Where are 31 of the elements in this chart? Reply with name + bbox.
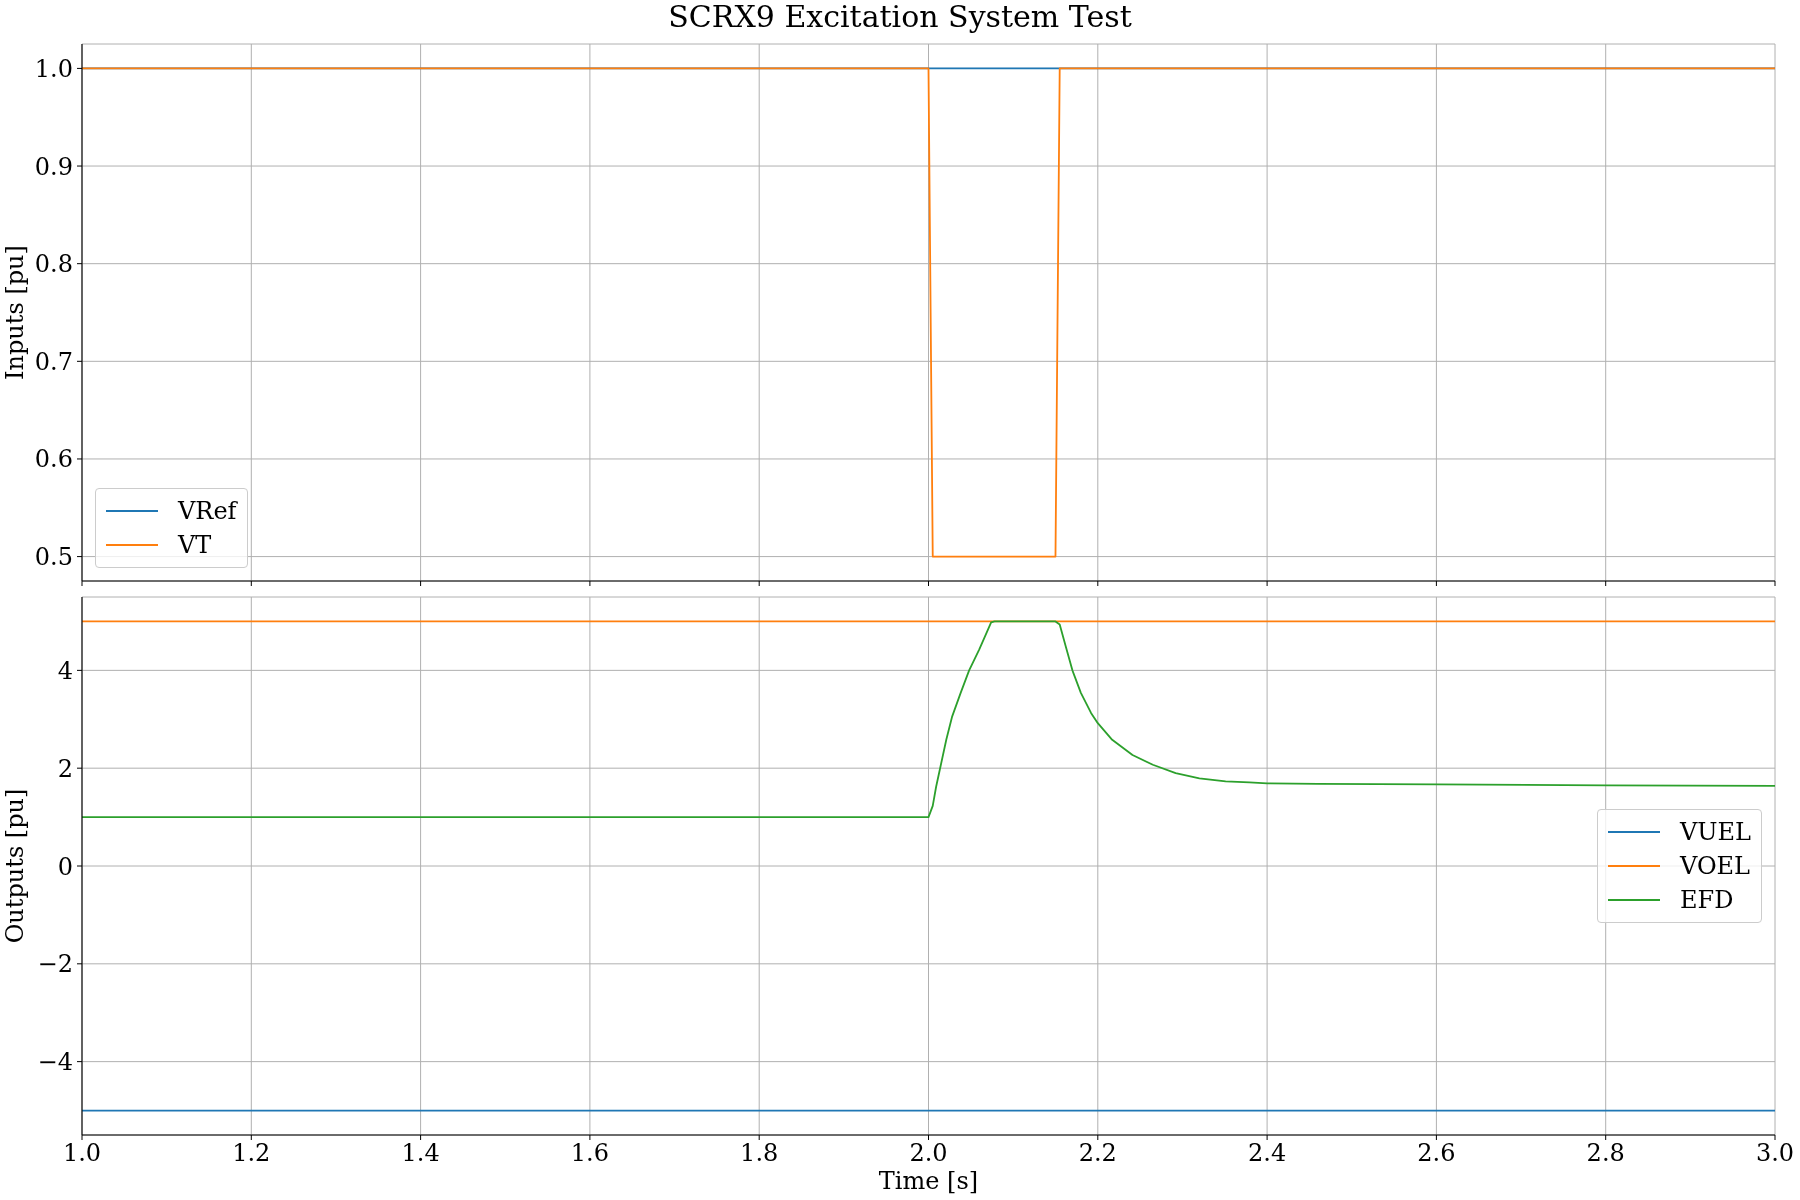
x-tick-label: 2.8 — [1586, 1139, 1625, 1168]
y-tick-label: 1.0 — [34, 54, 73, 83]
y-tick-label: 0.9 — [34, 152, 73, 181]
y-tick-label: 4 — [57, 656, 73, 685]
x-tick-label: 2.0 — [909, 1139, 948, 1168]
x-tick-label: 2.2 — [1078, 1139, 1117, 1168]
y-axis-title: Inputs [pu] — [1, 245, 29, 380]
line-series — [82, 620, 1775, 818]
x-tick-label: 1.6 — [570, 1139, 609, 1168]
y-tick-label: −4 — [37, 1048, 73, 1077]
legend-label: VUEL — [1679, 817, 1751, 848]
x-tick-label: 1.8 — [740, 1139, 779, 1168]
x-tick-label: 2.6 — [1417, 1139, 1456, 1168]
x-tick-label: 1.2 — [232, 1139, 271, 1168]
legend-label: EFD — [1679, 885, 1734, 916]
chart-title: SCRX9 Excitation System Test — [667, 0, 1133, 34]
y-axis-title: Outputs [pu] — [1, 788, 29, 944]
y-tick-label: −2 — [37, 950, 73, 979]
y-tick-label: 0.6 — [34, 445, 73, 474]
x-axis-title: Time [s] — [878, 1167, 979, 1195]
y-tick-label: 2 — [57, 754, 73, 783]
y-tick-label: 0.7 — [34, 347, 73, 376]
legend-label: VRef — [178, 496, 237, 527]
x-tick-label: 1.4 — [401, 1139, 440, 1168]
x-tick-label: 2.4 — [1248, 1139, 1287, 1168]
legend-label: VT — [178, 530, 212, 561]
x-tick-label: 3.0 — [1755, 1139, 1795, 1168]
y-tick-label: 0 — [57, 852, 73, 881]
y-tick-label: 0.5 — [34, 543, 73, 572]
legend-label: VOEL — [1679, 851, 1751, 882]
y-tick-label: 0.8 — [34, 250, 73, 279]
